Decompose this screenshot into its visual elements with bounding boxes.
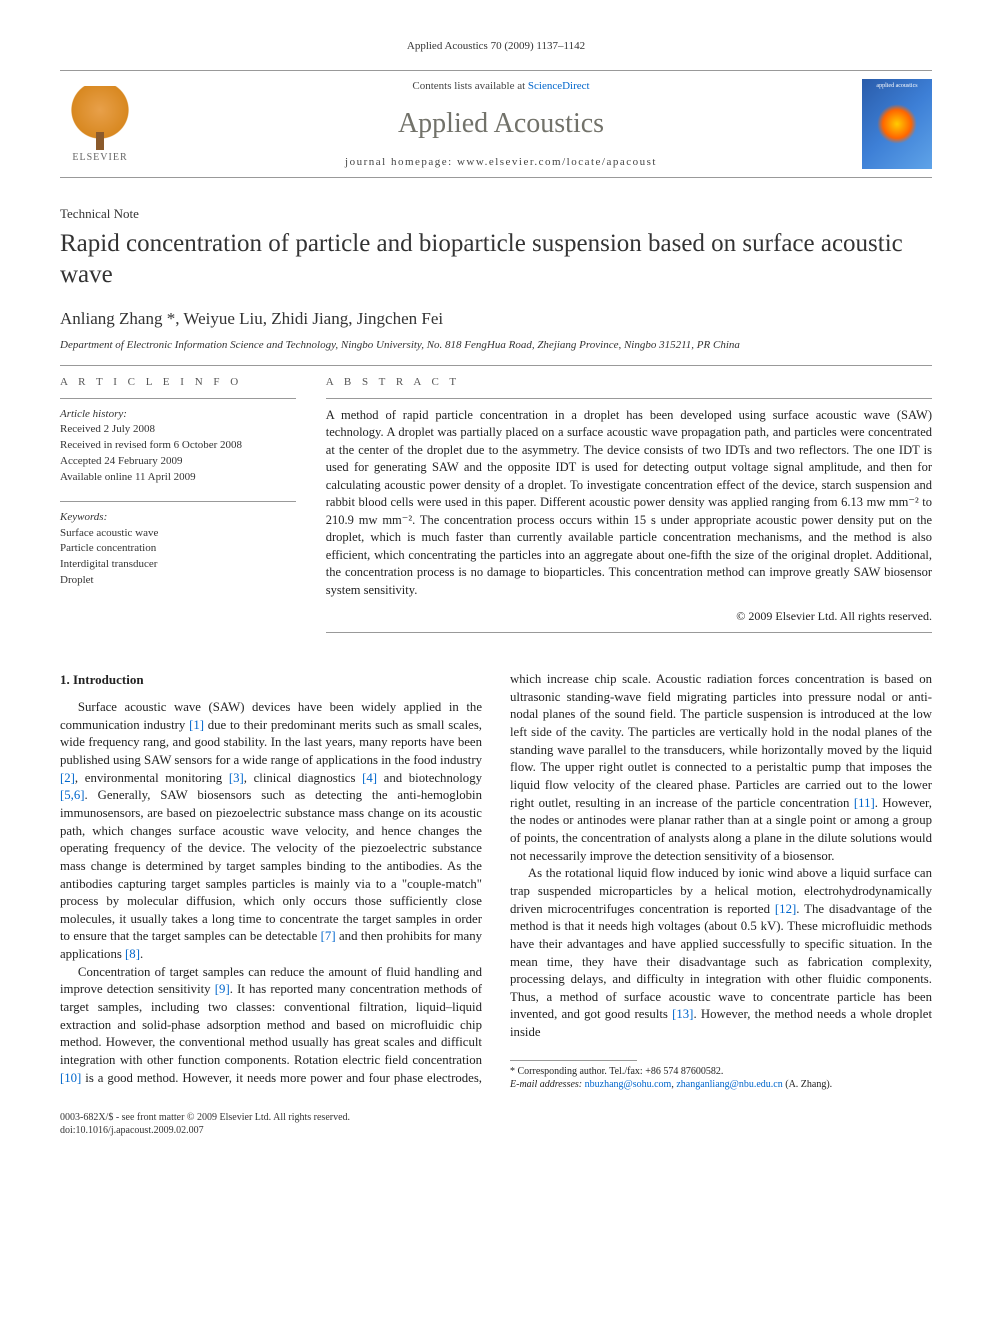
text-run: . Generally, SAW biosensors such as dete… [60,788,482,943]
keyword: Surface acoustic wave [60,526,296,541]
ref-link[interactable]: [3] [229,771,244,785]
info-abstract-row: A R T I C L E I N F O Article history: R… [60,376,932,642]
ref-link[interactable]: [1] [189,718,204,732]
ref-link[interactable]: [13] [672,1007,693,1021]
body-paragraph: As the rotational liquid flow induced by… [510,865,932,1042]
elsevier-logo: ELSEVIER [60,79,140,169]
text-run: . The disadvantage of the method is that… [510,902,932,1022]
divider [60,501,296,502]
ref-link[interactable]: [8] [125,947,140,961]
email-label: E-mail addresses: [510,1079,585,1090]
text-run: and biotechnology [377,771,482,785]
history-item: Accepted 24 February 2009 [60,454,296,469]
text-run: However, the conventional method usually… [60,1035,482,1067]
article-title: Rapid concentration of particle and biop… [60,228,932,291]
text-run: , environmental monitoring [75,771,229,785]
abstract-column: A B S T R A C T A method of rapid partic… [326,376,932,642]
authors: Anliang Zhang *, Weiyue Liu, Zhidi Jiang… [60,309,932,329]
journal-cover-thumb: applied acoustics [862,79,932,169]
elsevier-tree-icon [70,86,130,146]
divider [60,365,932,366]
history-block: Article history: Received 2 July 2008 Re… [60,407,296,485]
keyword: Particle concentration [60,541,296,556]
ref-link[interactable]: [11] [854,796,875,810]
keywords-block: Keywords: Surface acoustic wave Particle… [60,510,296,588]
ref-link[interactable]: [12] [775,902,796,916]
email-link[interactable]: nbuzhang@sohu.com [585,1079,672,1090]
abstract-text: A method of rapid particle concentration… [326,407,932,600]
divider [326,632,932,633]
email-line: E-mail addresses: nbuzhang@sohu.com, zha… [510,1078,932,1091]
abstract-copyright: © 2009 Elsevier Ltd. All rights reserved… [326,609,932,624]
doi-line: doi:10.1016/j.apacoust.2009.02.007 [60,1124,932,1137]
article-type: Technical Note [60,206,932,222]
issn-line: 0003-682X/$ - see front matter © 2009 El… [60,1111,932,1124]
journal-block: Contents lists available at ScienceDirec… [140,80,862,168]
contents-line: Contents lists available at ScienceDirec… [140,80,862,92]
ref-link[interactable]: [5,6] [60,788,85,802]
ref-link[interactable]: [2] [60,771,75,785]
history-label: Article history: [60,407,296,422]
homepage-line: journal homepage: www.elsevier.com/locat… [140,156,862,168]
affiliation: Department of Electronic Information Sci… [60,339,932,351]
divider [326,398,932,399]
text-run: , clinical diagnostics [244,771,362,785]
journal-title: Applied Acoustics [140,108,862,140]
body-paragraph: Surface acoustic wave (SAW) devices have… [60,699,482,964]
ref-link[interactable]: [7] [321,929,336,943]
publisher-name: ELSEVIER [72,152,127,163]
text-run: (A. Zhang). [783,1079,832,1090]
history-item: Available online 11 April 2009 [60,470,296,485]
keywords-label: Keywords: [60,510,296,525]
text-run: . [140,947,143,961]
footnote-rule [510,1060,637,1061]
cover-label: applied acoustics [862,83,932,89]
corresponding-author: * Corresponding author. Tel./fax: +86 57… [510,1065,932,1078]
running-header: Applied Acoustics 70 (2009) 1137–1142 [60,40,932,52]
ref-link[interactable]: [10] [60,1071,81,1085]
ref-link[interactable]: [4] [362,771,377,785]
homepage-url: www.elsevier.com/locate/apacoust [457,156,657,168]
footnote-block: * Corresponding author. Tel./fax: +86 57… [510,1065,932,1091]
homepage-prefix: journal homepage: [345,156,457,168]
article-info-column: A R T I C L E I N F O Article history: R… [60,376,296,642]
history-item: Received 2 July 2008 [60,422,296,437]
journal-header-bar: ELSEVIER Contents lists available at Sci… [60,70,932,178]
keyword: Interdigital transducer [60,557,296,572]
contents-prefix: Contents lists available at [412,80,527,92]
info-heading: A R T I C L E I N F O [60,376,296,388]
body-columns: 1. Introduction Surface acoustic wave (S… [60,671,932,1091]
page: Applied Acoustics 70 (2009) 1137–1142 EL… [0,0,992,1177]
abstract-heading: A B S T R A C T [326,376,932,388]
ref-link[interactable]: [9] [215,982,230,996]
history-item: Received in revised form 6 October 2008 [60,438,296,453]
bottom-meta: 0003-682X/$ - see front matter © 2009 El… [60,1111,932,1137]
section-heading: 1. Introduction [60,671,482,689]
sciencedirect-link[interactable]: ScienceDirect [528,80,590,92]
keyword: Droplet [60,573,296,588]
email-link[interactable]: zhanganliang@nbu.edu.cn [676,1079,782,1090]
divider [60,398,296,399]
